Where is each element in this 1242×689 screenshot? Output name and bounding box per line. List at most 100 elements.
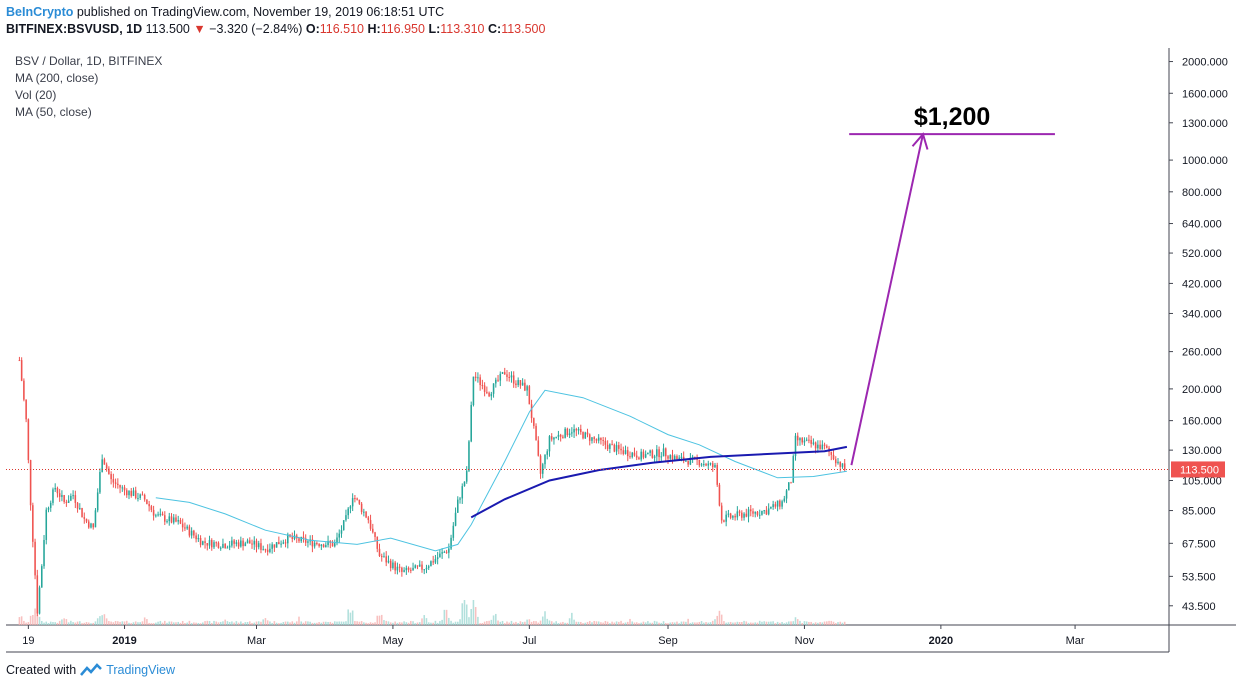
volume-bar bbox=[439, 621, 441, 625]
candle-body bbox=[452, 525, 455, 538]
volume-bar bbox=[454, 621, 457, 625]
volume-bar bbox=[452, 622, 455, 625]
volume-bar bbox=[345, 621, 347, 625]
x-tick-label: 2020 bbox=[929, 635, 953, 647]
candle-body bbox=[148, 504, 150, 507]
candle-body bbox=[501, 372, 504, 374]
candle-body bbox=[456, 499, 459, 513]
candle-body bbox=[694, 456, 696, 458]
candle-body bbox=[741, 512, 743, 518]
volume-bar bbox=[450, 620, 452, 625]
volume-bar bbox=[143, 617, 146, 625]
volume-bar bbox=[58, 620, 61, 625]
legend-vol[interactable]: Vol (20) bbox=[15, 88, 57, 102]
volume-bar bbox=[206, 620, 209, 625]
volume-bar bbox=[609, 623, 611, 625]
volume-bar bbox=[130, 623, 133, 625]
candle-body bbox=[526, 386, 528, 391]
candle-body bbox=[336, 537, 338, 544]
y-tick-label: 85.000 bbox=[1182, 506, 1216, 518]
candle-body bbox=[602, 440, 604, 442]
candle-body bbox=[385, 556, 387, 563]
volume-bar bbox=[611, 621, 613, 625]
legend-title[interactable]: BSV / Dollar, 1D, BITFINEX bbox=[15, 54, 163, 68]
volume-bar bbox=[29, 615, 32, 625]
volume-bar bbox=[626, 621, 629, 625]
volume-bar bbox=[289, 622, 291, 625]
candle-body bbox=[765, 510, 768, 515]
candle-body bbox=[407, 567, 410, 570]
volume-bar bbox=[629, 618, 631, 625]
volume-bar bbox=[799, 620, 801, 625]
candle-body bbox=[801, 438, 803, 443]
candle-body bbox=[732, 515, 734, 518]
volume-bar bbox=[577, 621, 580, 625]
volume-bar bbox=[725, 622, 727, 625]
y-tick-label: 67.500 bbox=[1182, 538, 1216, 550]
volume-bar bbox=[470, 608, 472, 625]
candle-body bbox=[215, 542, 218, 544]
volume-bar bbox=[687, 618, 689, 625]
volume-bar bbox=[188, 620, 191, 625]
candle-body bbox=[280, 543, 282, 545]
publisher-name[interactable]: BeInCrypto bbox=[6, 5, 74, 19]
volume-bar bbox=[559, 622, 562, 625]
candle-body bbox=[678, 457, 680, 460]
volume-bar bbox=[703, 622, 705, 625]
candle-body bbox=[664, 448, 667, 457]
volume-bar bbox=[410, 620, 412, 625]
candle-body bbox=[555, 436, 557, 438]
volume-bar bbox=[186, 622, 188, 625]
legend-ma200[interactable]: MA (200, close) bbox=[15, 71, 99, 85]
candle-body bbox=[257, 543, 260, 548]
volume-bar bbox=[651, 622, 654, 625]
volume-bar bbox=[638, 623, 640, 625]
candle-body bbox=[488, 392, 490, 397]
candle-body bbox=[671, 455, 674, 460]
candle-body bbox=[821, 444, 824, 450]
candle-body bbox=[779, 500, 781, 507]
candle-body bbox=[611, 444, 613, 446]
volume-bar bbox=[756, 622, 759, 625]
y-tick-label: 800.000 bbox=[1182, 187, 1222, 199]
volume-bar bbox=[121, 621, 124, 625]
candle-body bbox=[658, 449, 660, 458]
volume-bar bbox=[204, 621, 206, 625]
volume-bar bbox=[492, 615, 495, 625]
volume-bars bbox=[18, 600, 846, 625]
candle-body bbox=[349, 506, 352, 509]
volume-bar bbox=[208, 621, 211, 625]
volume-bar bbox=[110, 621, 112, 625]
volume-bar bbox=[407, 622, 410, 625]
volume-bar bbox=[164, 620, 166, 625]
candle-body bbox=[714, 464, 716, 468]
candle-body bbox=[676, 456, 678, 460]
y-tick-label: 420.000 bbox=[1182, 278, 1222, 290]
volume-bar bbox=[501, 620, 504, 625]
volume-bar bbox=[537, 622, 540, 625]
candle-body bbox=[92, 523, 95, 528]
candle-body bbox=[38, 587, 41, 614]
legend-ma50[interactable]: MA (50, close) bbox=[15, 105, 92, 119]
volume-bar bbox=[427, 622, 430, 625]
candle-body bbox=[600, 437, 602, 441]
volume-bar bbox=[474, 607, 477, 625]
volume-bar bbox=[618, 621, 620, 625]
volume-bar bbox=[99, 616, 101, 625]
volume-bar bbox=[535, 621, 537, 625]
tradingview-logo-icon[interactable] bbox=[80, 663, 103, 677]
candle-body bbox=[105, 464, 108, 469]
volume-bar bbox=[152, 623, 155, 625]
volume-bar bbox=[781, 621, 783, 625]
candle-body bbox=[495, 379, 497, 384]
candle-body bbox=[430, 561, 432, 567]
candle-body bbox=[387, 560, 390, 563]
volume-bar bbox=[633, 622, 636, 625]
tradingview-brand[interactable]: TradingView bbox=[106, 663, 175, 677]
candle-body bbox=[184, 527, 186, 529]
volume-bar bbox=[401, 622, 403, 625]
volume-bar bbox=[271, 622, 273, 625]
volume-bar bbox=[43, 622, 45, 625]
candle-body bbox=[434, 559, 437, 563]
